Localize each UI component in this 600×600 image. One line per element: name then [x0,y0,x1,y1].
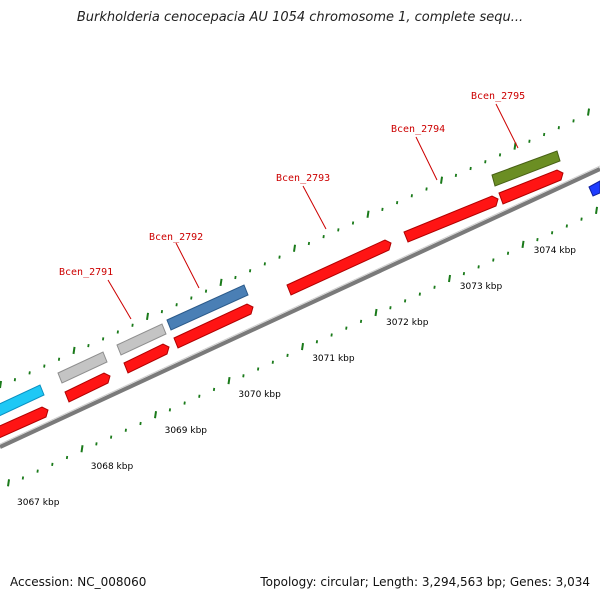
outer-tick [366,210,370,218]
gene-blue[interactable] [588,180,600,197]
cds-arrow-1[interactable] [0,406,49,439]
gene-cyan[interactable] [0,384,45,417]
ruler-label: 3072 kbp [386,318,429,328]
cds-arrow-3[interactable] [123,343,170,374]
ruler-label: 3067 kbp [17,498,60,508]
ruler-label: 3069 kbp [165,426,208,436]
genome-stats-text: Topology: circular; Length: 3,294,563 bp… [260,575,590,589]
gene-olive[interactable] [491,150,561,187]
callout-line-bcen-2792 [175,242,200,289]
cds-arrow-4[interactable] [173,303,254,349]
outer-tick [146,312,150,321]
outer-tick [72,346,76,355]
outer-tick-row [0,108,591,389]
ruler-label: 3073 kbp [460,282,503,292]
gene-label-bcen-2792[interactable]: Bcen_2792 [149,232,203,243]
gene-steel[interactable] [166,284,249,331]
callout-line-bcen-2794 [415,136,438,181]
inner-tick [227,376,231,385]
backbone-line [0,167,600,449]
gene-labels: Bcen_2791 Bcen_2792 Bcen_2793 Bcen_2794 … [59,91,525,278]
map-title: Burkholderia cenocepacia AU 1054 chromos… [76,10,524,25]
outer-tick [293,244,297,252]
inner-tick [374,308,378,317]
gene-callout-lines [107,103,519,320]
cds-arrow-bcen-2795[interactable] [498,169,564,205]
ruler-label: 3074 kbp [534,246,577,256]
gene-label-bcen-2794[interactable]: Bcen_2794 [391,124,445,135]
backbone-highlight [0,165,600,445]
gene-label-bcen-2795[interactable]: Bcen_2795 [471,91,525,102]
inner-tick [521,240,525,249]
inner-tick [80,445,84,453]
accession-text: Accession: NC_008060 [10,575,147,589]
gene-label-bcen-2791[interactable]: Bcen_2791 [59,267,113,278]
ruler-label: 3068 kbp [91,462,134,472]
inner-tick [7,479,11,487]
gene-gray-2[interactable] [116,323,167,356]
gene-gray-1[interactable] [57,351,108,384]
cds-features [0,169,564,439]
cds-arrow-bcen-2794[interactable] [403,195,499,243]
outer-tick [440,176,444,184]
inner-tick-row [7,206,599,487]
inner-tick [301,342,305,351]
cds-arrow-2[interactable] [64,372,111,403]
forward-features [0,150,600,417]
outer-tick [587,108,591,116]
ruler-labels: 3067 kbp 3068 kbp 3069 kbp 3070 kbp 3071 kbp… [17,246,576,508]
inner-tick [448,274,452,283]
outer-tick [0,380,3,389]
outer-tick [219,278,223,286]
ruler-label: 3070 kbp [238,390,281,400]
callout-line-bcen-2793 [302,185,327,230]
inner-tick [154,411,158,419]
inner-tick [595,206,599,214]
gene-label-bcen-2793[interactable]: Bcen_2793 [276,173,330,184]
callout-line-bcen-2795 [495,103,519,149]
cds-arrow-bcen-2793[interactable] [286,239,392,296]
callout-line-bcen-2791 [107,279,132,320]
ruler-label: 3071 kbp [312,354,355,364]
